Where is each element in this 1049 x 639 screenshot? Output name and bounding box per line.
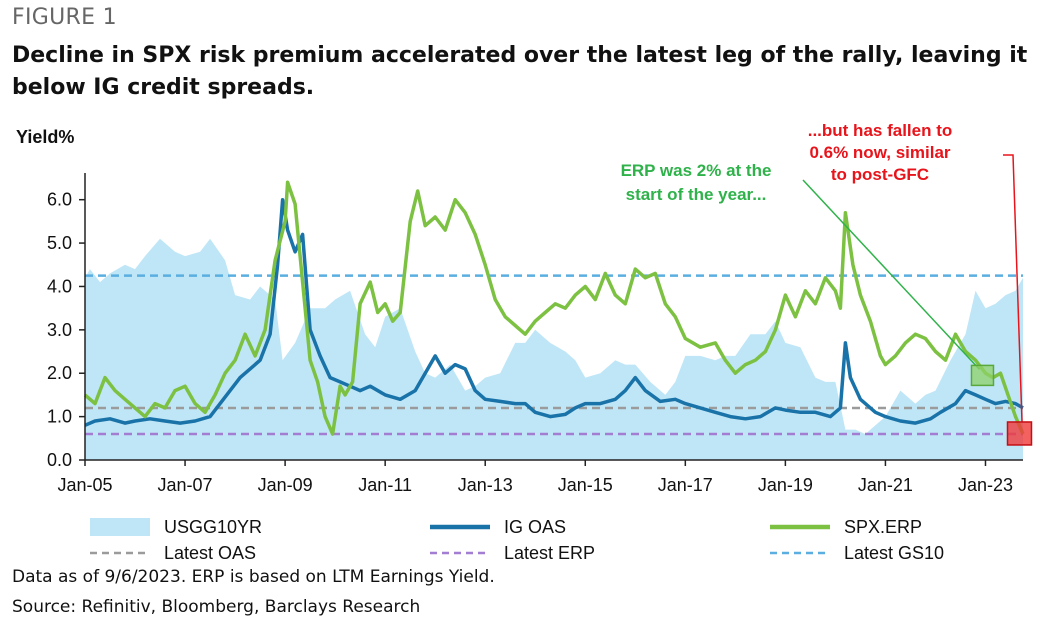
legend-label-ig-oas: IG OAS [504, 517, 566, 537]
figure-label: FIGURE 1 [12, 5, 117, 30]
legend-label-spx-erp: SPX.ERP [844, 517, 922, 537]
y-axis-label: Yield% [16, 127, 75, 147]
annotation-red-text: ...but has fallen to [808, 121, 953, 140]
y-tick-label: 4.0 [47, 276, 72, 296]
annotation-green-text: ERP was 2% at the [621, 161, 772, 180]
x-tick-label: Jan-19 [758, 475, 813, 495]
legend-label-latest-oas: Latest OAS [164, 543, 256, 563]
y-tick-label: 2.0 [47, 363, 72, 383]
legend-label-latest-gs10: Latest GS10 [844, 543, 944, 563]
data-note: Data as of 9/6/2023. ERP is based on LTM… [12, 567, 495, 587]
x-tick-label: Jan-23 [958, 475, 1013, 495]
annotation-red-marker [1006, 421, 1033, 446]
y-tick-label: 0.0 [47, 450, 72, 470]
annotation-green-text: start of the year... [626, 185, 767, 204]
x-tick-label: Jan-17 [658, 475, 713, 495]
y-tick-label: 3.0 [47, 320, 72, 340]
legend-label-latest-erp: Latest ERP [504, 543, 595, 563]
annotation-red-text: to post-GFC [831, 165, 929, 184]
x-tick-label: Jan-11 [358, 475, 412, 495]
y-tick-label: 6.0 [47, 190, 72, 210]
x-tick-label: Jan-13 [458, 475, 513, 495]
annotation-green-arrow [802, 179, 981, 370]
series-line-ig-oas [84, 197, 1024, 427]
annotation-green-marker [970, 364, 995, 387]
annotation-red-arrow [1003, 154, 1023, 422]
series-area-usgg10yr [85, 238, 1023, 460]
x-tick-label: Jan-21 [858, 475, 913, 495]
chart-title: Decline in SPX risk premium accelerated … [12, 43, 1028, 100]
series-line-spx-erp [83, 180, 1025, 436]
y-tick-label: 1.0 [47, 407, 72, 427]
x-tick-label: Jan-07 [158, 475, 213, 495]
x-tick-label: Jan-15 [558, 475, 613, 495]
source-note: Source: Refinitiv, Bloomberg, Barclays R… [12, 597, 421, 617]
x-tick-label: Jan-09 [258, 475, 313, 495]
legend-swatch-usgg10yr [90, 518, 150, 536]
y-tick-label: 5.0 [47, 233, 72, 253]
x-tick-label: Jan-05 [57, 475, 112, 495]
annotation-red-text: 0.6% now, similar [809, 143, 950, 162]
legend-label-usgg10yr: USGG10YR [164, 517, 262, 537]
